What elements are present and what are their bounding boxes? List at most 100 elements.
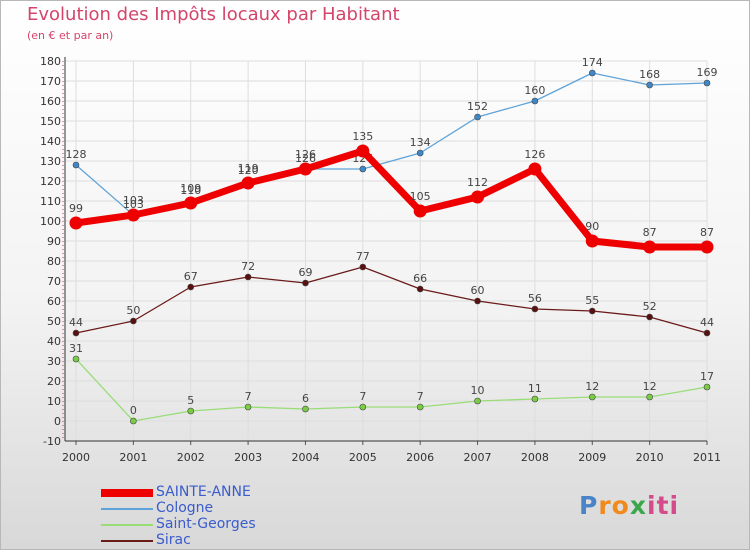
data-label-sirac: 66 xyxy=(413,272,427,285)
series-line-cologne xyxy=(75,72,708,216)
data-label-saint-georges: 31 xyxy=(69,342,83,355)
data-point-sainte-anne xyxy=(413,204,427,218)
legend-label: Sirac xyxy=(156,532,191,548)
x-tick-label: 2009 xyxy=(578,451,606,464)
data-point-sirac xyxy=(302,279,309,287)
data-point-saint-georges xyxy=(72,355,80,363)
series-line-sirac xyxy=(75,266,708,334)
legend-swatch xyxy=(101,524,153,526)
data-label-sainte-anne: 126 xyxy=(295,148,316,161)
data-label-saint-georges: 0 xyxy=(130,404,137,417)
data-point-sainte-anne xyxy=(471,190,485,204)
data-label-sainte-anne: 103 xyxy=(123,194,144,207)
data-point-cologne xyxy=(588,69,596,77)
y-tick-label: 160 xyxy=(40,95,61,108)
data-label-sainte-anne: 99 xyxy=(69,202,83,215)
legend-swatch xyxy=(101,489,153,497)
y-tick-label: 180 xyxy=(40,55,61,68)
data-label-cologne: 160 xyxy=(524,84,545,97)
data-point-sainte-anne xyxy=(69,216,83,230)
data-point-saint-georges xyxy=(646,393,653,401)
logo-letter: P xyxy=(579,491,599,520)
y-tick-label: -10 xyxy=(43,435,61,448)
data-label-sainte-anne: 87 xyxy=(700,226,714,239)
logo-letter: r xyxy=(598,491,612,520)
data-label-sirac: 56 xyxy=(528,292,542,305)
chart-subtitle: (en € et par an) xyxy=(27,29,114,42)
data-label-saint-georges: 6 xyxy=(302,392,309,405)
data-point-saint-georges xyxy=(474,397,481,405)
x-tick-label: 2003 xyxy=(234,451,262,464)
data-label-sirac: 67 xyxy=(184,270,198,283)
data-label-cologne: 134 xyxy=(410,136,431,149)
data-point-sainte-anne xyxy=(298,162,312,176)
data-label-sirac: 69 xyxy=(298,266,312,279)
y-tick-label: 30 xyxy=(47,355,61,368)
x-tick-label: 2006 xyxy=(406,451,434,464)
data-point-sainte-anne xyxy=(528,162,542,176)
legend-label: Saint-Georges xyxy=(156,516,256,532)
data-point-sainte-anne xyxy=(126,208,140,222)
data-label-saint-georges: 10 xyxy=(471,384,485,397)
data-label-sirac: 72 xyxy=(241,260,255,273)
data-point-sirac xyxy=(187,283,195,291)
data-point-saint-georges xyxy=(244,403,252,411)
data-point-saint-georges xyxy=(588,393,596,401)
data-label-cologne: 174 xyxy=(582,56,603,69)
y-tick-label: 0 xyxy=(54,415,61,428)
y-tick-label: 10 xyxy=(47,395,61,408)
data-point-cologne xyxy=(531,97,539,105)
data-label-sainte-anne: 109 xyxy=(180,182,201,195)
data-label-saint-georges: 12 xyxy=(643,380,657,393)
data-point-sainte-anne xyxy=(184,196,198,210)
logo-letter: i xyxy=(647,491,657,520)
y-tick-label: 140 xyxy=(40,135,61,148)
data-label-saint-georges: 7 xyxy=(245,390,252,403)
legend-swatch xyxy=(101,540,153,542)
data-point-sainte-anne xyxy=(700,240,714,254)
x-tick-label: 2010 xyxy=(636,451,664,464)
y-tick-label: 150 xyxy=(40,115,61,128)
data-label-sainte-anne: 105 xyxy=(410,190,431,203)
data-label-sainte-anne: 90 xyxy=(585,220,599,233)
legend-label: Cologne xyxy=(156,500,214,516)
data-label-cologne: 120 xyxy=(238,164,259,177)
proxiti-logo: Proxiti xyxy=(579,491,679,520)
data-point-cologne xyxy=(72,161,80,169)
y-tick-label: 90 xyxy=(47,235,61,248)
legend-swatch xyxy=(101,508,153,510)
data-point-sirac xyxy=(588,307,596,315)
data-point-saint-georges xyxy=(187,407,195,415)
data-label-sirac: 50 xyxy=(126,304,140,317)
data-point-sirac xyxy=(646,313,653,321)
legend-label: SAINTE-ANNE xyxy=(156,484,251,500)
data-label-cologne: 126 xyxy=(295,152,316,165)
x-tick-label: 2000 xyxy=(62,451,90,464)
chart-title: Evolution des Impôts locaux par Habitant xyxy=(27,4,400,25)
data-point-cologne xyxy=(703,79,711,87)
data-label-sirac: 52 xyxy=(643,300,657,313)
data-point-sirac xyxy=(72,329,80,337)
logo-letter: i xyxy=(669,491,680,520)
data-point-sirac xyxy=(531,305,539,313)
data-point-sirac xyxy=(703,329,711,337)
logo-letter: x xyxy=(629,491,647,520)
data-point-cologne xyxy=(646,81,653,89)
y-tick-label: 20 xyxy=(47,375,61,388)
data-label-sainte-anne: 112 xyxy=(467,176,488,189)
x-tick-label: 2007 xyxy=(464,451,492,464)
y-tick-label: 80 xyxy=(47,255,61,268)
x-tick-label: 2008 xyxy=(521,451,549,464)
data-label-cologne: 169 xyxy=(697,66,718,79)
data-point-sirac xyxy=(244,273,252,281)
x-tick-label: 2004 xyxy=(291,451,319,464)
data-label-sainte-anne: 126 xyxy=(524,148,545,161)
series-line-saint-georges xyxy=(75,358,708,422)
data-point-cologne xyxy=(474,113,481,121)
data-point-saint-georges xyxy=(703,383,711,391)
data-label-sirac: 77 xyxy=(356,250,370,263)
x-tick-label: 2002 xyxy=(177,451,205,464)
data-label-cologne: 152 xyxy=(467,100,488,113)
data-label-cologne: 103 xyxy=(123,198,144,211)
